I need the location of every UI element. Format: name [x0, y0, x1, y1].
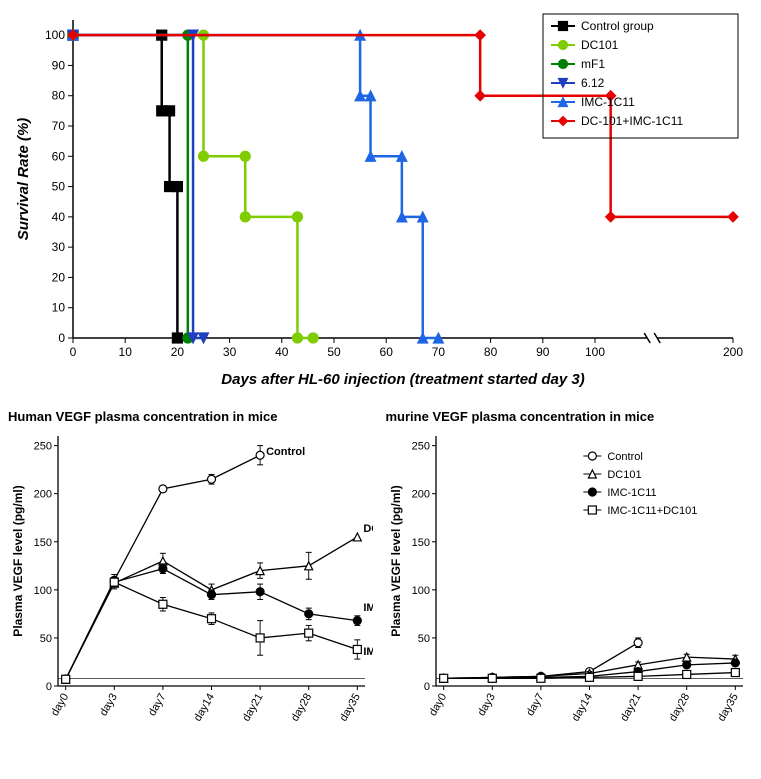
svg-text:30: 30	[52, 240, 66, 254]
svg-text:30: 30	[223, 345, 237, 359]
svg-text:day28: day28	[666, 692, 691, 724]
svg-text:20: 20	[52, 270, 66, 284]
svg-text:IMC-1C11+ DC101: IMC-1C11+ DC101	[363, 646, 373, 658]
svg-text:IMC-1C11+DC101: IMC-1C11+DC101	[607, 505, 697, 517]
svg-text:day35: day35	[338, 692, 363, 724]
svg-text:day0: day0	[426, 692, 448, 719]
svg-text:80: 80	[484, 345, 498, 359]
svg-text:day3: day3	[475, 692, 497, 719]
svg-text:20: 20	[171, 345, 185, 359]
svg-text:IMC-1C11: IMC-1C11	[607, 487, 656, 499]
svg-text:250: 250	[411, 441, 429, 453]
svg-text:DC101: DC101	[363, 523, 373, 535]
svg-text:IMC-1C11: IMC-1C11	[363, 602, 373, 614]
svg-text:day21: day21	[618, 692, 643, 724]
svg-text:6.12: 6.12	[581, 76, 605, 90]
svg-text:day7: day7	[146, 692, 168, 719]
svg-text:100: 100	[585, 345, 605, 359]
svg-text:DC-101+IMC-1C11: DC-101+IMC-1C11	[581, 114, 683, 128]
survival-svg: 0 10 20 30 40 50 60 70 80 90 100 0 10 20 30 40 50 60 70 80 9…	[8, 8, 753, 398]
human-vegf-title: Human VEGF plasma concentration in mice	[8, 409, 376, 424]
svg-text:200: 200	[411, 489, 429, 501]
svg-text:Plasma VEGF level (pg/ml): Plasma VEGF level (pg/ml)	[11, 485, 25, 636]
svg-text:DC101: DC101	[581, 38, 619, 52]
svg-text:DC101: DC101	[607, 469, 641, 481]
svg-text:day0: day0	[49, 692, 71, 719]
svg-text:100: 100	[34, 585, 52, 597]
svg-text:60: 60	[380, 345, 394, 359]
svg-text:150: 150	[411, 537, 429, 549]
svg-text:day14: day14	[192, 692, 217, 724]
survival-chart: 0 10 20 30 40 50 60 70 80 90 100 0 10 20 30 40 50 60 70 80 9…	[8, 8, 753, 403]
svg-text:0: 0	[423, 681, 429, 693]
svg-text:day35: day35	[715, 692, 740, 724]
svg-text:90: 90	[52, 58, 66, 72]
svg-text:10: 10	[52, 301, 66, 315]
svg-text:day14: day14	[569, 692, 594, 724]
svg-text:200: 200	[34, 489, 52, 501]
svg-text:Control: Control	[607, 451, 642, 463]
svg-text:day21: day21	[240, 692, 265, 724]
svg-text:day28: day28	[289, 692, 314, 724]
svg-text:80: 80	[52, 89, 66, 103]
svg-text:70: 70	[432, 345, 446, 359]
svg-text:250: 250	[34, 441, 52, 453]
svg-text:50: 50	[417, 633, 429, 645]
svg-text:0: 0	[58, 331, 65, 345]
svg-text:0: 0	[70, 345, 77, 359]
svg-text:100: 100	[411, 585, 429, 597]
svg-text:90: 90	[536, 345, 550, 359]
svg-text:Control group: Control group	[581, 19, 654, 33]
svg-text:IMC-1C11: IMC-1C11	[581, 95, 635, 109]
svg-text:Days after HL-60 injection (tr: Days after HL-60 injection (treatment st…	[221, 371, 584, 388]
human-vegf-svg: 0 50 100 150 200 250 day0 day3 day7 day14 day21 day…	[8, 426, 373, 756]
svg-text:50: 50	[327, 345, 341, 359]
svg-text:40: 40	[52, 210, 66, 224]
svg-text:Control: Control	[266, 446, 305, 458]
svg-text:day7: day7	[524, 692, 546, 719]
svg-text:50: 50	[40, 633, 52, 645]
svg-text:mF1: mF1	[581, 57, 605, 71]
svg-text:10: 10	[119, 345, 133, 359]
svg-text:day3: day3	[98, 692, 120, 719]
svg-text:Plasma VEGF level (pg/ml): Plasma VEGF level (pg/ml)	[389, 485, 403, 636]
svg-text:70: 70	[52, 119, 66, 133]
murine-vegf-svg: 0 50 100 150 200 250 day0 day3 day7 day14 day21 day…	[386, 426, 751, 756]
svg-text:150: 150	[34, 537, 52, 549]
svg-text:200: 200	[723, 345, 743, 359]
svg-text:100: 100	[45, 28, 65, 42]
murine-vegf-title: murine VEGF plasma concentration in mice	[386, 409, 754, 424]
svg-text:Survival Rate (%): Survival Rate (%)	[15, 118, 32, 241]
svg-text:0: 0	[46, 681, 52, 693]
svg-text:60: 60	[52, 149, 66, 163]
svg-text:40: 40	[275, 345, 289, 359]
svg-text:50: 50	[52, 180, 66, 194]
